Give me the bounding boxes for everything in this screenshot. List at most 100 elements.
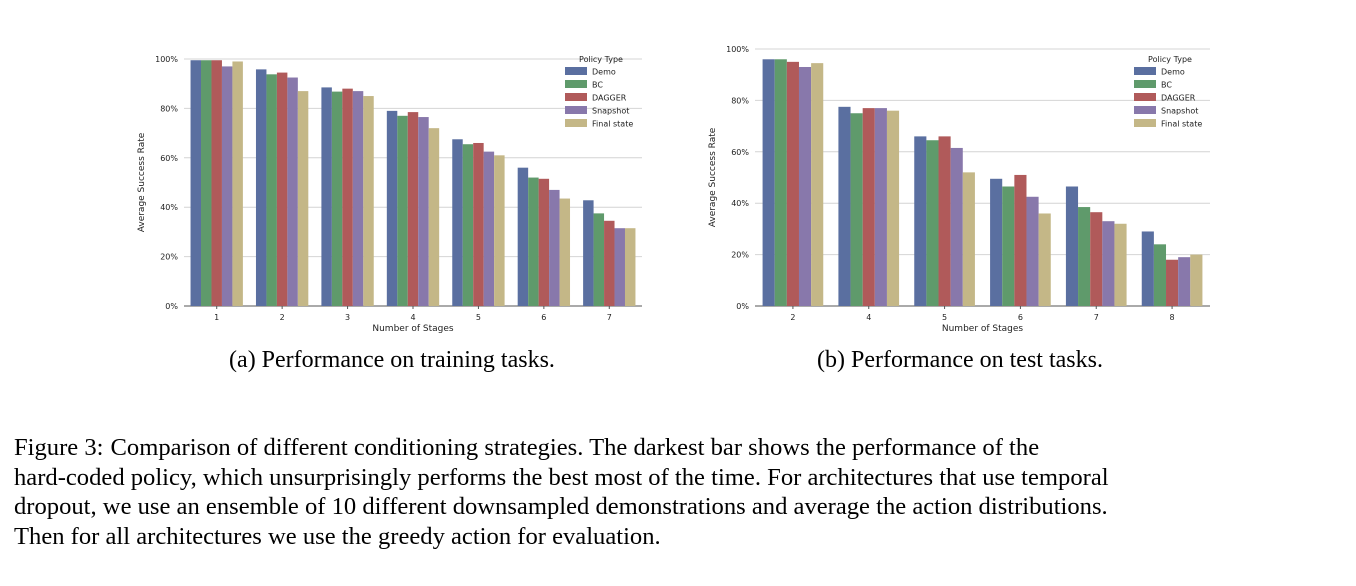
bar-bc-8 <box>1153 244 1167 306</box>
y-tick-label: 40% <box>731 199 749 208</box>
x-tick-label: 5 <box>476 313 481 322</box>
bar-demo-5 <box>914 136 927 306</box>
y-tick-label: 40% <box>160 203 178 212</box>
legend-swatch-demo <box>565 67 587 75</box>
y-tick-label: 80% <box>160 104 178 113</box>
bar-final-state-7 <box>1114 223 1127 306</box>
y-tick-label: 80% <box>731 96 749 105</box>
bar-snapshot-7 <box>614 228 625 306</box>
x-axis-label: Number of Stages <box>372 324 454 334</box>
bar-final-state-1 <box>232 61 243 306</box>
bar-snapshot-8 <box>1178 257 1191 306</box>
bar-snapshot-6 <box>1026 196 1039 306</box>
x-tick-label: 2 <box>790 313 795 322</box>
figure-caption: Figure 3: Comparison of different conditi… <box>14 433 1340 551</box>
legend-swatch-dagger <box>1134 93 1156 101</box>
x-tick-label: 2 <box>280 313 285 322</box>
bar-snapshot-4 <box>874 108 887 306</box>
subcaption-test: (b) Performance on test tasks. <box>817 347 1103 373</box>
bar-snapshot-2 <box>798 66 812 306</box>
bar-snapshot-6 <box>549 189 560 306</box>
y-tick-label: 100% <box>726 45 749 54</box>
subcaption-training: (a) Performance on training tasks. <box>229 347 555 373</box>
legend-swatch-final-state <box>565 119 587 127</box>
bar-demo-7 <box>583 200 594 306</box>
legend-swatch-dagger <box>565 93 587 101</box>
legend-label-snapshot: Snapshot <box>592 107 629 116</box>
legend-swatch-demo <box>1134 67 1156 75</box>
figure-caption-line-3: dropout, we use an ensemble of 10 differ… <box>14 493 1108 520</box>
figure-caption-line-4: Then for all architectures we use the gr… <box>14 522 661 550</box>
bar-bc-3 <box>331 91 343 306</box>
bar-dagger-3 <box>342 88 353 306</box>
bar-final-state-8 <box>1190 254 1203 306</box>
legend-swatch-final-state <box>1134 119 1156 127</box>
bar-dagger-7 <box>1090 212 1103 306</box>
x-tick-label: 8 <box>1170 313 1175 322</box>
bar-final-state-5 <box>962 172 975 306</box>
y-tick-label: 20% <box>731 251 749 260</box>
x-tick-label: 1 <box>214 313 219 322</box>
figure-caption-line-1: Figure 3: Comparison of different conditi… <box>14 433 1340 463</box>
figure-caption-line-2: hard-coded policy, which unsurprisingly … <box>14 463 1109 491</box>
bar-snapshot-1 <box>221 66 233 306</box>
bar-dagger-6 <box>538 178 550 306</box>
bar-demo-8 <box>1141 231 1154 306</box>
bar-dagger-7 <box>604 220 615 306</box>
y-axis-label: Average Success Rate <box>137 132 147 232</box>
bar-demo-4 <box>838 106 851 306</box>
figure-caption-text-1: Comparison of different conditioning str… <box>110 434 1040 461</box>
chart-panel-training: 0% 20% 40% 60% 80% 100% 1 2 3 4 5 6 7 Number of Stage… <box>132 30 732 340</box>
y-tick-label: 60% <box>160 154 178 163</box>
x-tick-label: 6 <box>1018 313 1023 322</box>
bar-bc-7 <box>593 213 605 306</box>
legend-label-dagger: DAGGER <box>592 94 627 103</box>
bar-snapshot-4 <box>418 117 429 306</box>
bar-chart-test: 0% 20% 40% 60% 80% 100% 2 4 5 6 7 8 Number of Stages… <box>708 45 1210 334</box>
x-tick-label: 5 <box>942 313 947 322</box>
legend-label-demo: Demo <box>1161 68 1185 77</box>
bar-chart-training: 0% 20% 40% 60% 80% 100% 1 2 3 4 5 6 7 Number of Stage… <box>137 55 642 334</box>
bar-bc-4 <box>850 113 863 306</box>
x-tick-label: 7 <box>1094 313 1099 322</box>
x-tick-label: 3 <box>345 313 350 322</box>
legend-swatch-snapshot <box>565 106 587 114</box>
bar-snapshot-5 <box>950 147 963 306</box>
bar-bc-5 <box>926 140 939 306</box>
bar-final-state-7 <box>624 228 636 306</box>
legend-label-bc: BC <box>1161 81 1172 90</box>
bar-final-state-6 <box>1038 213 1051 306</box>
bar-final-state-6 <box>559 198 571 306</box>
bar-dagger-4 <box>862 108 875 306</box>
bar-dagger-2 <box>276 72 288 307</box>
legend-label-dagger: DAGGER <box>1161 94 1196 103</box>
bar-bc-6 <box>1002 186 1015 306</box>
y-tick-label: 0% <box>165 302 178 311</box>
bar-demo-6 <box>990 178 1003 306</box>
x-tick-label: 7 <box>607 313 612 322</box>
bar-bc-2 <box>774 59 787 306</box>
y-tick-label: 20% <box>160 253 178 262</box>
legend-title: Policy Type <box>579 55 623 64</box>
bar-demo-2 <box>255 69 267 307</box>
bar-snapshot-2 <box>287 77 298 307</box>
bar-dagger-5 <box>473 142 484 306</box>
bar-demo-1 <box>190 60 202 306</box>
bar-bc-5 <box>462 144 474 306</box>
legend-swatch-bc <box>1134 80 1156 88</box>
bar-dagger-2 <box>786 61 799 306</box>
x-axis-label: Number of Stages <box>942 324 1024 334</box>
chart-panel-test: 0% 20% 40% 60% 80% 100% 2 4 5 6 7 8 Number of Stages… <box>702 30 1302 340</box>
y-tick-label: 0% <box>736 302 749 311</box>
bar-final-state-3 <box>363 96 374 306</box>
bar-dagger-5 <box>938 136 951 306</box>
bar-bc-4 <box>397 115 408 306</box>
bar-final-state-2 <box>811 63 824 307</box>
bar-final-state-2 <box>297 91 309 306</box>
bar-demo-7 <box>1065 186 1079 306</box>
legend-label-snapshot: Snapshot <box>1161 107 1198 116</box>
bar-final-state-4 <box>428 128 440 306</box>
bar-dagger-1 <box>211 60 222 306</box>
bar-demo-5 <box>452 139 463 306</box>
legend-label-demo: Demo <box>592 68 616 77</box>
